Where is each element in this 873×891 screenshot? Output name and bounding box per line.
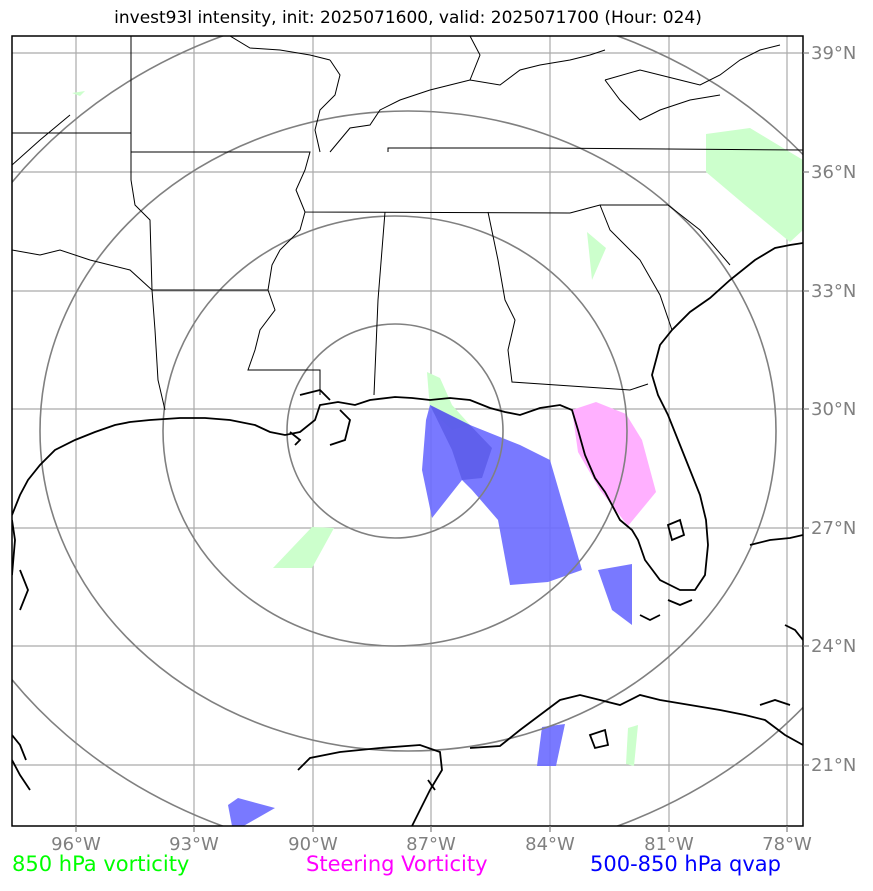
lat-tick-label: 33°N [811,281,856,302]
state-borders [12,36,803,411]
lat-tick-label: 27°N [811,518,856,539]
lon-tick-label: 81°W [644,834,694,855]
lat-tick-label: 39°N [811,43,856,64]
lon-tick-labels: 96°W 93°W 90°W 87°W 84°W 81°W 78°W [51,834,812,855]
coastlines [12,242,803,826]
lon-tick-label: 78°W [762,834,812,855]
map-frame [11,35,804,827]
lat-tick-label: 30°N [811,399,856,420]
lon-tick-label: 90°W [288,834,338,855]
lat-tick-label: 21°N [811,755,856,776]
lat-tick-labels: 39°N 36°N 33°N 30°N 27°N 24°N 21°N [811,43,856,776]
lon-tick-label: 96°W [51,834,101,855]
tick-marks [75,52,809,832]
steering-fills [572,402,656,526]
lat-tick-label: 36°N [811,162,856,183]
lon-tick-label: 87°W [406,834,456,855]
legend-qvap: 500-850 hPa qvap [590,852,781,876]
lon-tick-label: 84°W [525,834,575,855]
lat-tick-label: 24°N [811,636,856,657]
range-rings [12,36,803,826]
legend-850-vorticity: 850 hPa vorticity [12,852,190,876]
legend-steering-vorticity: Steering Vorticity [306,852,488,876]
map-title: invest93l intensity, init: 2025071600, v… [114,8,702,28]
lon-tick-label: 93°W [169,834,219,855]
